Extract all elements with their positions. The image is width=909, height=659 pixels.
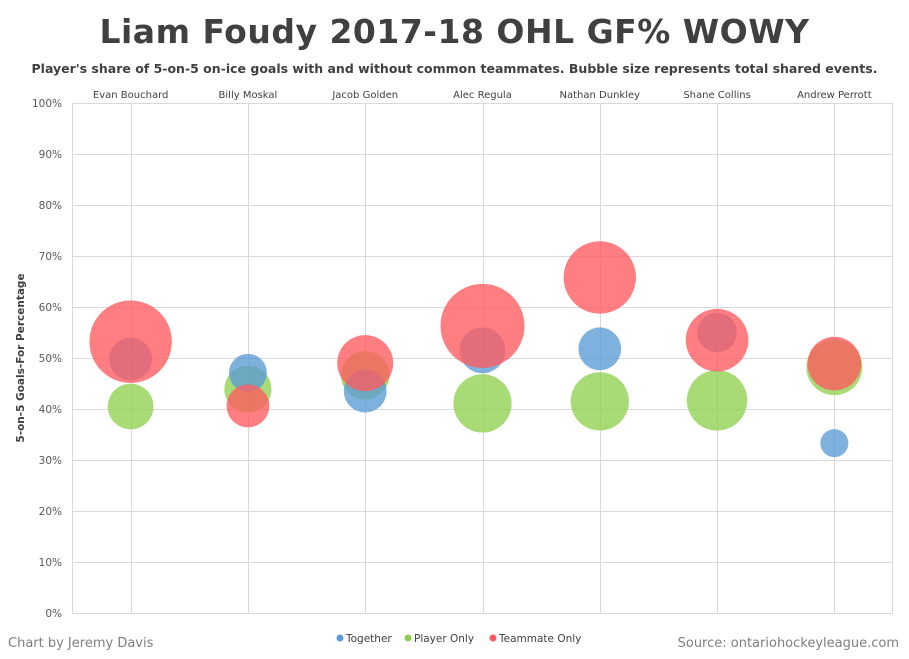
y-tick-label: 20%	[39, 506, 62, 518]
legend-label: Player Only	[414, 633, 474, 645]
player-only-bubble	[107, 383, 154, 430]
category-label: Nathan Dunkley	[560, 90, 641, 101]
legend: Together Player Only Teammate Only	[336, 633, 581, 645]
chart-source: Source: ontariohockeyleague.com	[677, 636, 899, 651]
player-only-legend-marker	[404, 634, 412, 642]
category-labels: Evan Bouchard Billy Moskal Jacob Golden Ale…	[93, 90, 872, 101]
teammate-only-bubble	[226, 384, 270, 428]
chart-subtitle: Player's share of 5-on-5 on-ice goals wi…	[31, 61, 878, 76]
y-tick-label: 30%	[39, 455, 62, 467]
bubbles	[89, 241, 863, 458]
teammate-only-bubble	[89, 300, 172, 383]
together-bubble	[228, 353, 267, 392]
legend-label: Teammate Only	[498, 633, 581, 645]
y-tick-label: 0%	[45, 608, 62, 620]
teammate-only-bubble	[685, 308, 749, 372]
teammate-only-bubble	[440, 283, 525, 368]
y-tick-label: 60%	[39, 302, 62, 314]
teammate-only-legend-marker	[489, 634, 497, 642]
teammate-only-bubble	[337, 335, 394, 392]
y-tick-label: 80%	[39, 200, 62, 212]
category-label: Andrew Perrott	[797, 90, 872, 101]
together-legend-marker	[336, 634, 344, 642]
legend-label: Together	[345, 633, 392, 645]
y-tick-label: 100%	[32, 98, 62, 110]
y-tick-label: 10%	[39, 557, 62, 569]
player-only-bubble	[686, 370, 748, 431]
category-label: Evan Bouchard	[93, 90, 168, 101]
together-bubble	[820, 429, 849, 458]
chart-credit: Chart by Jeremy Davis	[8, 636, 154, 651]
teammate-only-bubble	[563, 241, 636, 314]
y-axis-title: 5-on-5 Goals-For Percentage	[15, 273, 27, 442]
together-bubble	[578, 327, 622, 371]
player-only-bubble	[453, 374, 512, 433]
category-label: Shane Collins	[683, 90, 750, 101]
y-tick-label: 70%	[39, 251, 62, 263]
y-axis-ticks: 0% 10% 20% 30% 40% 50% 60% 70% 80% 90% 100%	[32, 98, 62, 620]
chart-title: Liam Foudy 2017-18 OHL GF% WOWY	[99, 12, 810, 51]
player-only-bubble	[570, 372, 629, 431]
y-tick-label: 90%	[39, 149, 62, 161]
teammate-only-bubble	[807, 336, 862, 391]
y-tick-label: 50%	[39, 353, 62, 365]
category-label: Alec Regula	[453, 90, 512, 101]
category-label: Billy Moskal	[219, 90, 278, 101]
category-label: Jacob Golden	[331, 90, 398, 101]
y-tick-label: 40%	[39, 404, 62, 416]
